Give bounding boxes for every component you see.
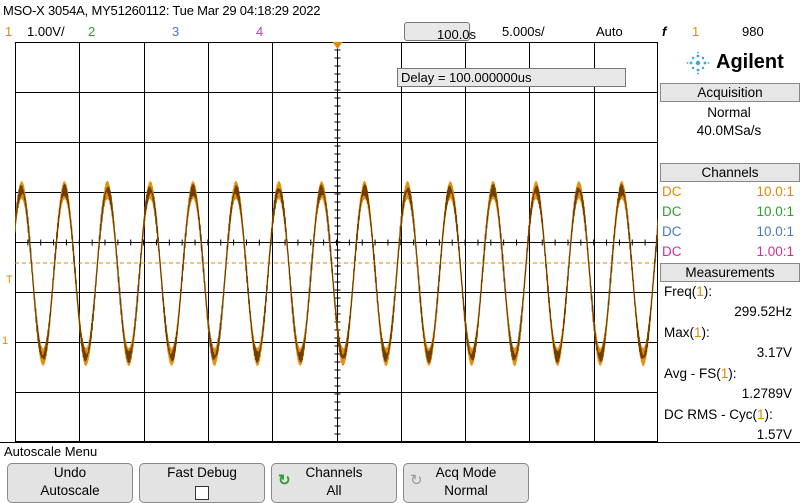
measurement-label[interactable]: Max(1): [664,325,710,340]
horizontal-delay-value: 100.0s [437,27,477,42]
trigger-position-marker [332,42,343,49]
menu-title: Autoscale Menu [4,444,98,459]
channel-coupling: DC [662,204,682,219]
trigger-level[interactable]: 980 [742,24,764,39]
settings-bar: 1 1.00V/ 2 3 4 100.0s 5.000s/ Auto f 1 9… [0,21,800,42]
fast-debug-button[interactable]: Fast Debug [139,463,265,503]
fast-debug-checkbox[interactable] [195,486,209,500]
delay-text: Delay = 100.000000us [401,70,532,85]
channel-coupling: DC [662,184,682,199]
measurement-label[interactable]: DC RMS - Cyc(1): [664,407,773,422]
channel-4-number[interactable]: 4 [256,24,264,39]
entry-knob-icon: ↻ [410,472,423,489]
softkey-bar: Undo Autoscale Fast Debug ↻ Channels All… [0,460,800,503]
entry-knob-icon: ↻ [278,472,291,489]
channel-probe-ratio: 10.0:1 [756,184,794,199]
measurement-name: Max [664,325,690,340]
measurement-source: 1 [757,407,765,422]
softkey-sublabel: Normal [444,483,488,498]
softkey-label: Fast Debug [167,465,237,480]
measurements-header[interactable]: Measurements [660,263,800,282]
channel-probe-ratio: 1.00:1 [756,244,794,259]
trigger-source[interactable]: 1 [692,24,700,39]
side-panel: Agilent Acquisition Normal 40.0MSa/s Cha… [658,42,800,442]
sample-rate: 40.0MSa/s [696,123,762,138]
channel-coupling: DC [662,224,682,239]
instrument-title: MSO-X 3054A, MY51260112: Tue Mar 29 04:1… [3,3,321,18]
horizontal-delay-field[interactable]: 100.0s [404,22,476,42]
delay-readout: Delay = 100.000000us [397,68,626,87]
acquisition-header[interactable]: Acquisition [660,83,800,102]
measurement-name: Freq [664,284,692,299]
channel-1-ground-marker[interactable]: 1 [2,335,9,347]
softkey-label: Undo [53,465,87,480]
channel-probe-ratio: 10.0:1 [756,204,794,219]
brand-logo: Agilent [660,42,798,82]
undo-autoscale-button[interactable]: Undo Autoscale [7,463,133,503]
brand-name: Agilent [716,51,784,73]
measurement-label[interactable]: Freq(1): [664,284,713,299]
measurement-source: 1 [694,325,702,340]
left-marker-strip: T 1 [0,42,15,442]
trigger-mode[interactable]: Auto [596,24,623,39]
measurement-name: DC RMS - Cyc [664,407,753,422]
measurement-name: Avg - FS [664,366,717,381]
trigger-slope-icon: f [662,24,667,39]
softkey-sublabel: Autoscale [40,483,100,498]
measurement-label[interactable]: Avg - FS(1): [664,366,737,381]
channels-header[interactable]: Channels [660,163,800,182]
channel-1-number[interactable]: 1 [5,24,13,39]
channel-probe-ratio: 10.0:1 [756,224,794,239]
measurement-value: 3.17V [756,345,792,360]
channel-1-scale[interactable]: 1.00V/ [27,24,65,39]
graticule [15,42,658,442]
channel-2-number[interactable]: 2 [88,24,96,39]
channels-button[interactable]: ↻ Channels All [271,463,397,503]
trigger-level-marker[interactable]: T [6,274,13,286]
channel-coupling: DC [662,244,682,259]
acquisition-mode: Normal [707,105,751,120]
measurement-value: 1.2789V [741,386,792,401]
measurement-value: 1.57V [756,427,792,442]
softkey-label: Acq Mode [435,465,497,480]
measurement-value: 299.52Hz [734,304,792,319]
softkey-label: Channels [305,465,363,480]
softkey-sublabel: All [326,483,342,498]
waveform-noise-trace [15,183,658,364]
title-bar: MSO-X 3054A, MY51260112: Tue Mar 29 04:1… [0,0,800,21]
measurement-source: 1 [696,284,704,299]
waveform-display[interactable] [15,42,658,442]
time-per-div[interactable]: 5.000s/ [502,24,545,39]
measurement-source: 1 [720,366,729,381]
channel-3-number[interactable]: 3 [172,24,180,39]
menu-title-bar: Autoscale Menu [0,443,800,460]
acq-mode-button[interactable]: ↻ Acq Mode Normal [403,463,529,503]
agilent-spark-icon [686,51,710,75]
